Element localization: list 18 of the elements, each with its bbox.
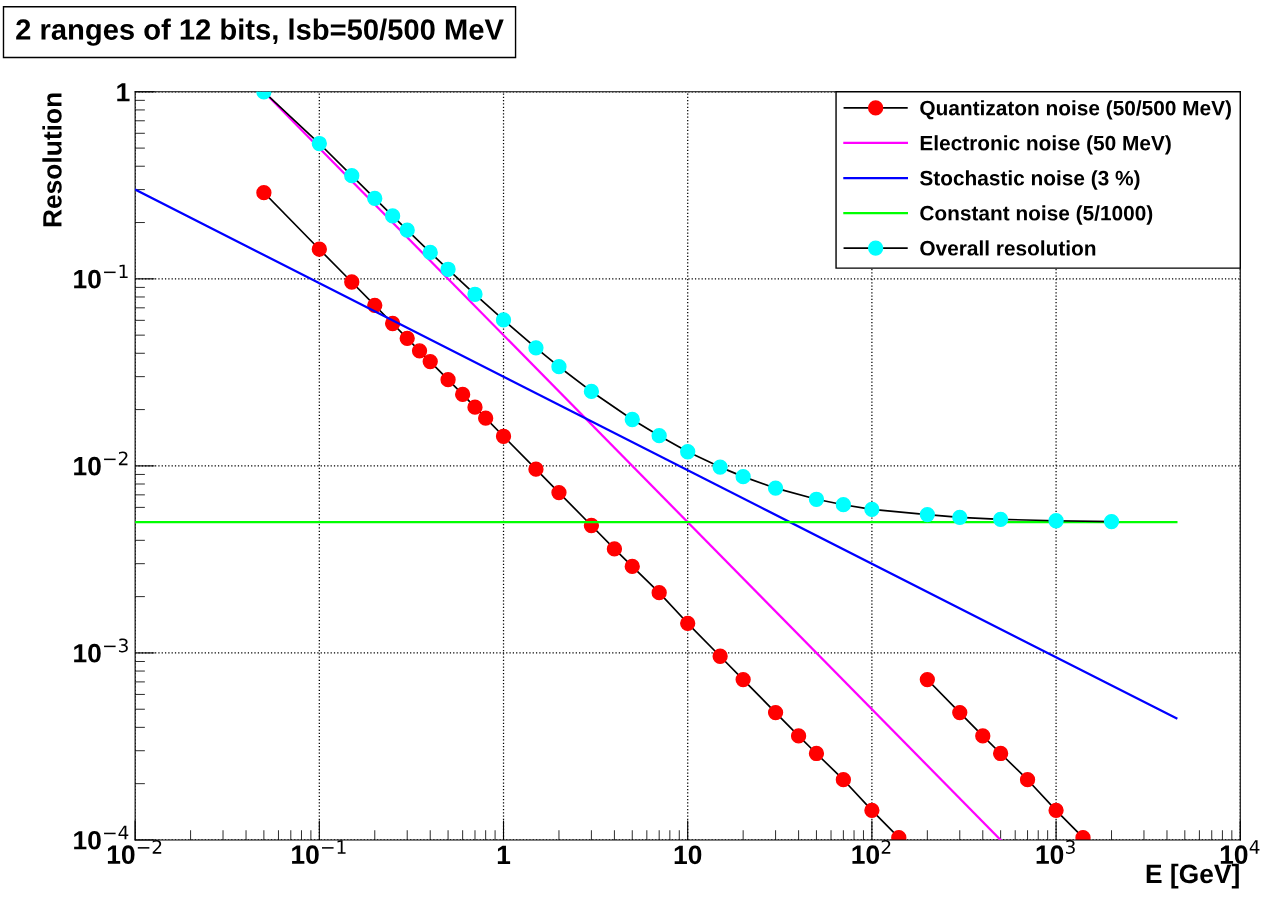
- y-tick-label: 10$^{−1}$: [74, 264, 128, 289]
- legend-label: Stochastic noise (3 %): [919, 170, 1140, 190]
- x-tick-label: 10$^{−1}$: [292, 840, 346, 865]
- x-tick-label: 10$^{4}$: [1220, 840, 1260, 865]
- x-tick-label: 1: [497, 845, 511, 864]
- x-tick-label: 10$^{3}$: [1036, 839, 1075, 865]
- y-tick-label: 1: [117, 83, 130, 102]
- x-tick-label: 10: [674, 845, 702, 865]
- chart-title: 2 ranges of 12 bits, lsb=50/500 MeV: [16, 18, 504, 46]
- x-tick-label: 10$^{2}$: [852, 839, 891, 865]
- legend-label: Electronic noise (50 MeV): [920, 135, 1171, 155]
- y-tick-label: 10$^{−3}$: [74, 638, 128, 663]
- y-tick-label: 10$^{−2}$: [74, 451, 128, 476]
- legend-label: Quantizaton noise (50/500 MeV): [920, 100, 1231, 120]
- y-axis-title: Resolution: [42, 93, 62, 227]
- x-axis-title: E [GeV]: [1146, 863, 1239, 889]
- legend-label: Constant noise (5/1000): [920, 205, 1153, 225]
- legend-label: Overall resolution: [920, 240, 1096, 256]
